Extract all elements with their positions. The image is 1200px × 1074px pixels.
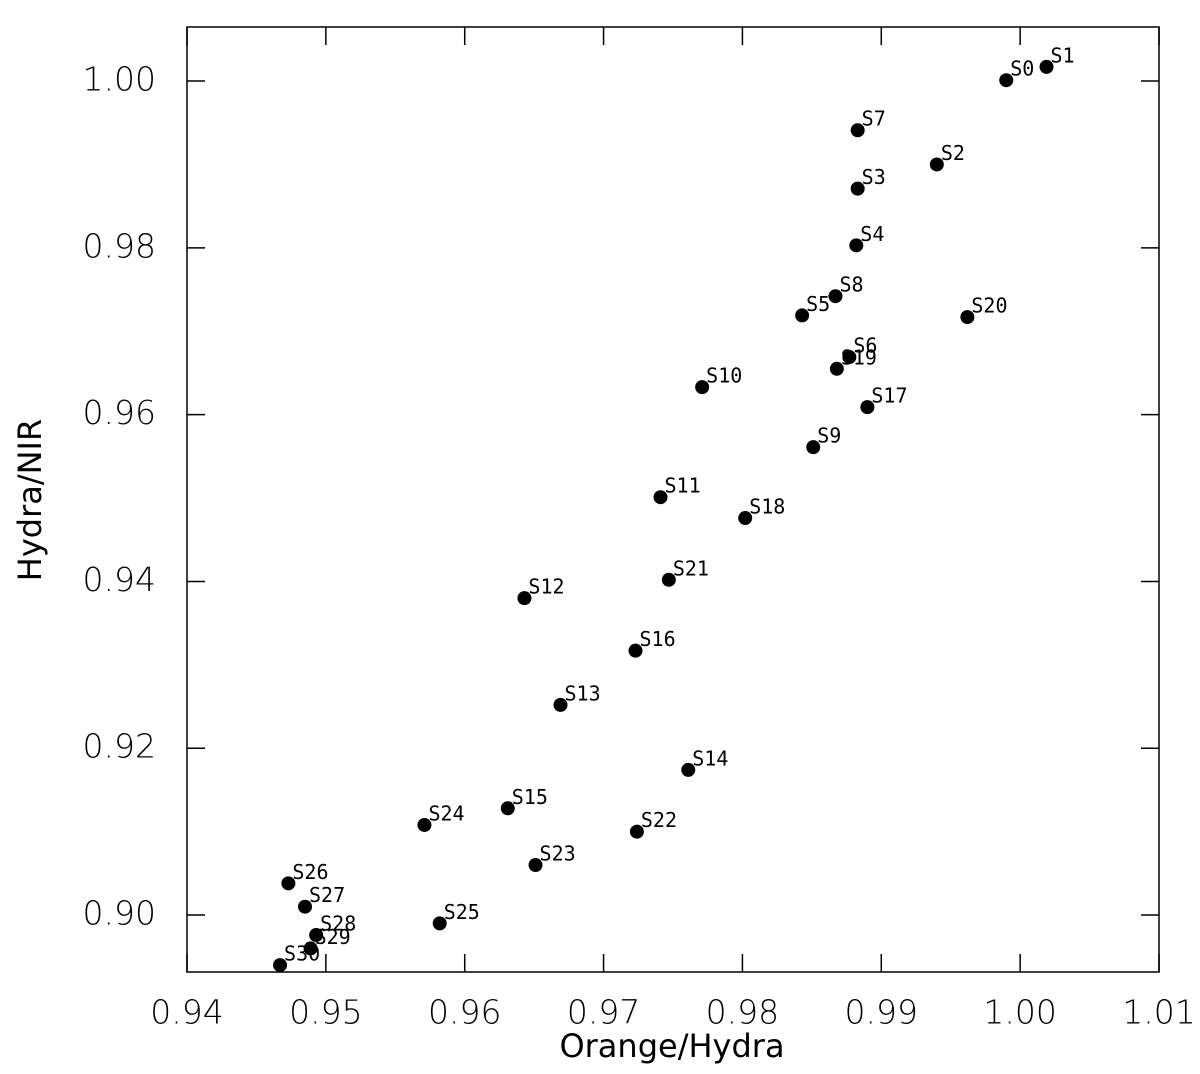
point-label: S20: [971, 294, 1007, 318]
point: [298, 899, 313, 914]
x-tick-label: 0.98: [706, 993, 779, 1032]
point: [849, 238, 864, 253]
point: [929, 157, 944, 172]
point-label: S12: [528, 575, 564, 599]
point-label: S24: [428, 801, 464, 825]
point: [842, 350, 857, 365]
point-label: S28: [320, 912, 356, 936]
point-label: S18: [749, 495, 785, 519]
y-tick-label: 0.92: [83, 727, 156, 766]
point-label: S15: [512, 785, 548, 809]
point: [960, 310, 975, 325]
point-label: S14: [692, 746, 728, 770]
point-label: S10: [706, 364, 742, 388]
y-axis-title: Hydra/NIR: [11, 419, 49, 581]
point: [795, 308, 810, 323]
y-tick-label: 1.00: [83, 60, 156, 99]
point: [553, 697, 568, 712]
point-label: S0: [1010, 57, 1034, 81]
point: [628, 643, 643, 658]
point-label: S25: [444, 900, 480, 924]
x-tick-label: 1.00: [983, 993, 1056, 1032]
x-tick-label: 0.95: [289, 993, 362, 1032]
point-label: S4: [860, 222, 884, 246]
x-tick-label: 0.99: [845, 993, 918, 1032]
x-tick-label: 0.94: [150, 993, 223, 1032]
point-label: S26: [292, 860, 328, 884]
y-tick-label: 0.90: [83, 894, 156, 933]
x-tick-label: 1.01: [1122, 993, 1195, 1032]
plot-frame: [186, 26, 1160, 973]
point: [432, 916, 447, 931]
point: [829, 361, 844, 376]
point: [517, 591, 532, 606]
point-label: S29: [315, 925, 351, 949]
point: [860, 400, 875, 415]
point-label: S16: [640, 627, 676, 651]
point: [999, 73, 1014, 88]
point-label: S22: [641, 808, 677, 832]
point-label: S9: [817, 424, 841, 448]
point-label: S2: [941, 141, 965, 165]
point-label: S17: [871, 384, 907, 408]
point: [653, 490, 668, 505]
x-axis-title: Orange/Hydra: [559, 1027, 784, 1065]
x-tick-label: 0.97: [567, 993, 640, 1032]
point-label: S1: [1051, 43, 1075, 67]
point-label: S5: [806, 292, 830, 316]
point: [273, 958, 288, 973]
y-tick-label: 0.94: [83, 560, 156, 599]
point: [500, 801, 515, 816]
point: [629, 824, 644, 839]
point: [661, 572, 676, 587]
y-tick-label: 0.96: [83, 393, 156, 432]
point: [1039, 59, 1054, 74]
point-label: S30: [284, 942, 320, 966]
point: [695, 380, 710, 395]
point: [417, 817, 432, 832]
point: [681, 762, 696, 777]
point: [281, 876, 296, 891]
point: [850, 181, 865, 196]
point: [528, 857, 543, 872]
point: [738, 511, 753, 526]
y-tick-label: 0.98: [83, 226, 156, 265]
point-label: S21: [673, 556, 709, 580]
point: [806, 440, 821, 455]
point-label: S11: [665, 474, 701, 498]
point: [828, 289, 843, 304]
point-label: S3: [862, 165, 886, 189]
point-label: S8: [839, 273, 863, 297]
point-label: S7: [862, 107, 886, 131]
point-label: S23: [540, 841, 576, 865]
point-label: S27: [309, 883, 345, 907]
x-tick-label: 0.96: [428, 993, 501, 1032]
point: [303, 941, 318, 956]
point: [850, 123, 865, 138]
point-label: S19: [841, 345, 877, 369]
point: [309, 928, 324, 943]
point-label: S6: [853, 334, 877, 358]
point-label: S13: [565, 681, 601, 705]
